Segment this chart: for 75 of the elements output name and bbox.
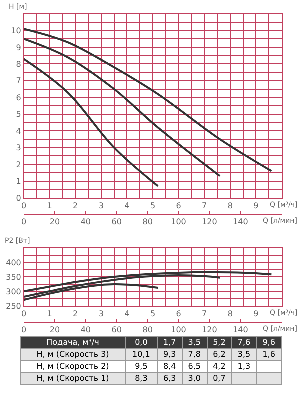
y-tick-label: 4 — [16, 126, 22, 136]
x2-tick-label: 40 — [80, 218, 92, 227]
text: H, м (Скорость 3) — [20, 348, 126, 360]
x-tick-label: 3 — [98, 310, 104, 319]
y-tick-label: 3 — [16, 144, 22, 153]
data-label: 6,5 — [182, 360, 208, 372]
y-tick-label: 400 — [6, 258, 22, 268]
x2-tick-label: 80 — [142, 218, 153, 227]
data-label: 10,1 — [126, 348, 158, 360]
y-tick-label: 7 — [16, 76, 22, 86]
line-series — [24, 28, 273, 172]
y-tick-label: 8 — [16, 60, 22, 69]
x2-tick-label: 140 — [233, 218, 248, 227]
x2-tick-label: 40 — [80, 326, 92, 335]
x-tick-label: 1 — [47, 202, 52, 211]
x2-tick-label: 60 — [112, 218, 122, 227]
data-label: 3,0 — [182, 372, 208, 384]
x-tick-label: 2 — [73, 202, 78, 211]
x-tick-label: 4 — [124, 310, 130, 319]
y-tick-label: 1 — [16, 177, 22, 186]
data-label: 0,7 — [207, 372, 232, 384]
x2-tick-label: 140 — [233, 326, 248, 335]
y-tick-label: 250 — [6, 302, 22, 311]
x-tick-label: 3 — [98, 202, 104, 211]
x-tick-label: 9 — [254, 310, 259, 319]
x-tick-label: 8 — [228, 202, 233, 211]
data-label: 6,2 — [207, 348, 232, 360]
x-tick-label: 6 — [176, 310, 182, 319]
x-tick-label: 4 — [124, 202, 130, 211]
data-label: 7,8 — [182, 348, 208, 360]
text: H, м (Скорость 1) — [20, 372, 126, 384]
data-label: 6,3 — [157, 372, 182, 384]
text: H, м (Скорость 2) — [20, 360, 126, 372]
x2-tick-label: 20 — [50, 218, 60, 227]
category-label: 7,6 — [232, 336, 257, 348]
text: Подача, м³/ч — [20, 336, 126, 348]
y-tick-label: 350 — [6, 272, 22, 282]
x2-tick-label: 120 — [202, 326, 218, 335]
x-tick-label: 6 — [176, 202, 182, 211]
x2-tick-label: 100 — [171, 218, 186, 227]
data-label: 4,2 — [207, 360, 232, 372]
category-label: 1,7 — [157, 336, 182, 348]
x2-tick-label: 60 — [112, 326, 122, 335]
y-tick-label: 10 — [11, 26, 22, 36]
x-tick-label: 5 — [150, 202, 156, 211]
data-label: 8,3 — [126, 372, 158, 384]
x-tick-label: 1 — [47, 310, 52, 319]
x-tick-label: 8 — [228, 310, 233, 319]
data-label: 1,3 — [232, 360, 257, 372]
line-series — [24, 38, 222, 178]
x2-tick-label: 100 — [171, 326, 186, 335]
y-tick-label: 5 — [16, 110, 22, 120]
y-tick-label: 2 — [16, 160, 22, 170]
category-label: 9,6 — [256, 336, 282, 348]
category-label: 5,2 — [207, 336, 232, 348]
y-tick-label: 9 — [16, 43, 22, 52]
line-series — [24, 58, 160, 188]
x-tick-label: 9 — [254, 202, 259, 211]
x-tick-label: 2 — [73, 310, 78, 319]
x2-tick-label: 80 — [142, 326, 153, 335]
data-label: 9,3 — [157, 348, 182, 360]
x-tick-label: 7 — [202, 202, 208, 211]
y-tick-label: 6 — [16, 93, 22, 102]
y-tick-label: 0 — [16, 194, 22, 203]
data-label: 8,4 — [157, 360, 182, 372]
y-tick-label: 300 — [6, 287, 22, 296]
category-label: 0,0 — [126, 336, 158, 348]
category-label: 3,5 — [182, 336, 208, 348]
x2-tick-label: 20 — [50, 326, 60, 335]
x-tick-label: 5 — [150, 310, 156, 319]
data-label: 9,5 — [126, 360, 158, 372]
x-tick-label: 7 — [202, 310, 208, 319]
x2-tick-label: 120 — [202, 218, 218, 227]
data-label: 1,6 — [256, 348, 282, 360]
data-label: 3,5 — [232, 348, 257, 360]
